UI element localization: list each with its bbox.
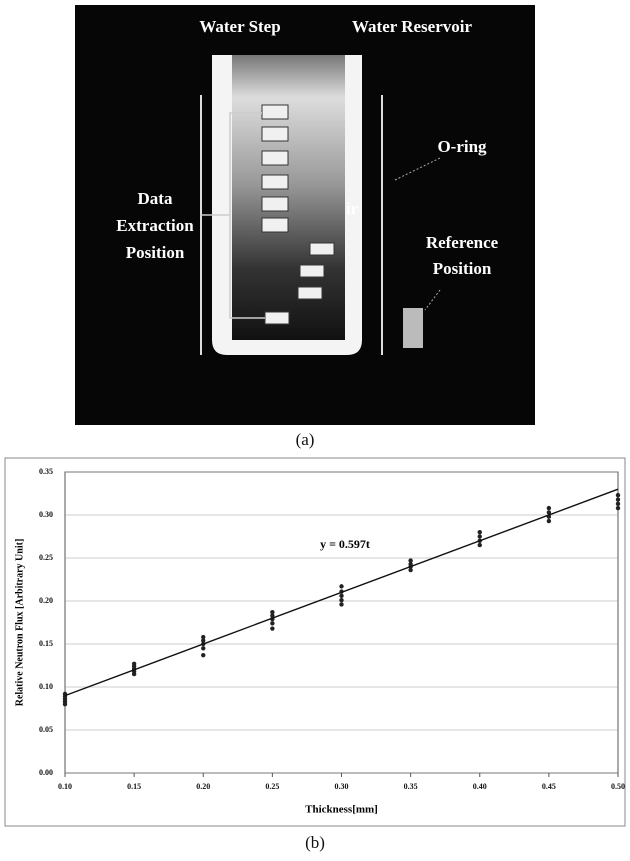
point — [478, 530, 482, 534]
point — [616, 506, 620, 510]
point — [547, 506, 551, 510]
x-tick-label: 0.20 — [196, 782, 210, 791]
x-tick-label: 0.30 — [335, 782, 349, 791]
y-axis-label: Relative Neutron Flux [Arbitrary Unit] — [14, 539, 25, 707]
label: Reference — [426, 233, 499, 252]
point — [616, 497, 620, 501]
x-tick-label: 0.10 — [58, 782, 72, 791]
page: Water Step Water Reservoir O-ring Data E… — [0, 0, 630, 861]
point — [201, 635, 205, 639]
y-tick-label: 0.20 — [39, 596, 53, 605]
point — [408, 558, 412, 562]
reference-box — [403, 308, 423, 348]
label: Water Reservoir — [352, 17, 473, 36]
point — [132, 662, 136, 666]
x-tick-label: 0.50 — [611, 782, 625, 791]
point — [616, 502, 620, 506]
y-tick-label: 0.35 — [39, 467, 53, 476]
x-tick-label: 0.35 — [404, 782, 418, 791]
point — [201, 653, 205, 657]
y-tick-label: 0.10 — [39, 682, 53, 691]
x-tick-label: 0.45 — [542, 782, 556, 791]
label: Water Step — [199, 17, 280, 36]
point — [478, 543, 482, 547]
label: O-ring — [437, 137, 487, 156]
y-tick-label: 0.15 — [39, 639, 53, 648]
caption: (a) — [296, 430, 315, 449]
point — [270, 610, 274, 614]
point — [270, 626, 274, 630]
label: ir — [346, 199, 359, 218]
point — [478, 534, 482, 538]
label: Data — [138, 189, 173, 208]
point — [339, 584, 343, 588]
annotation: y = 0.597t — [320, 537, 370, 551]
x-tick-label: 0.15 — [127, 782, 141, 791]
point — [270, 621, 274, 625]
photo-a: Water Step Water Reservoir O-ring Data E… — [75, 5, 535, 425]
point — [339, 602, 343, 606]
plot-area — [65, 472, 618, 773]
y-tick-label: 0.00 — [39, 768, 53, 777]
y-tick-label: 0.25 — [39, 553, 53, 562]
point — [616, 493, 620, 497]
figure: Water Step Water Reservoir O-ring Data E… — [0, 0, 630, 856]
x-tick-label: 0.40 — [473, 782, 487, 791]
caption: (b) — [305, 833, 325, 852]
point — [339, 594, 343, 598]
y-tick-label: 0.30 — [39, 510, 53, 519]
label: Extraction — [116, 216, 194, 235]
point — [201, 646, 205, 650]
x-tick-label: 0.25 — [265, 782, 279, 791]
x-axis-label: Thickness[mm] — [305, 804, 378, 816]
point — [547, 519, 551, 523]
point — [339, 598, 343, 602]
label: Position — [126, 243, 185, 262]
y-tick-label: 0.05 — [39, 725, 53, 734]
label: Position — [433, 259, 492, 278]
